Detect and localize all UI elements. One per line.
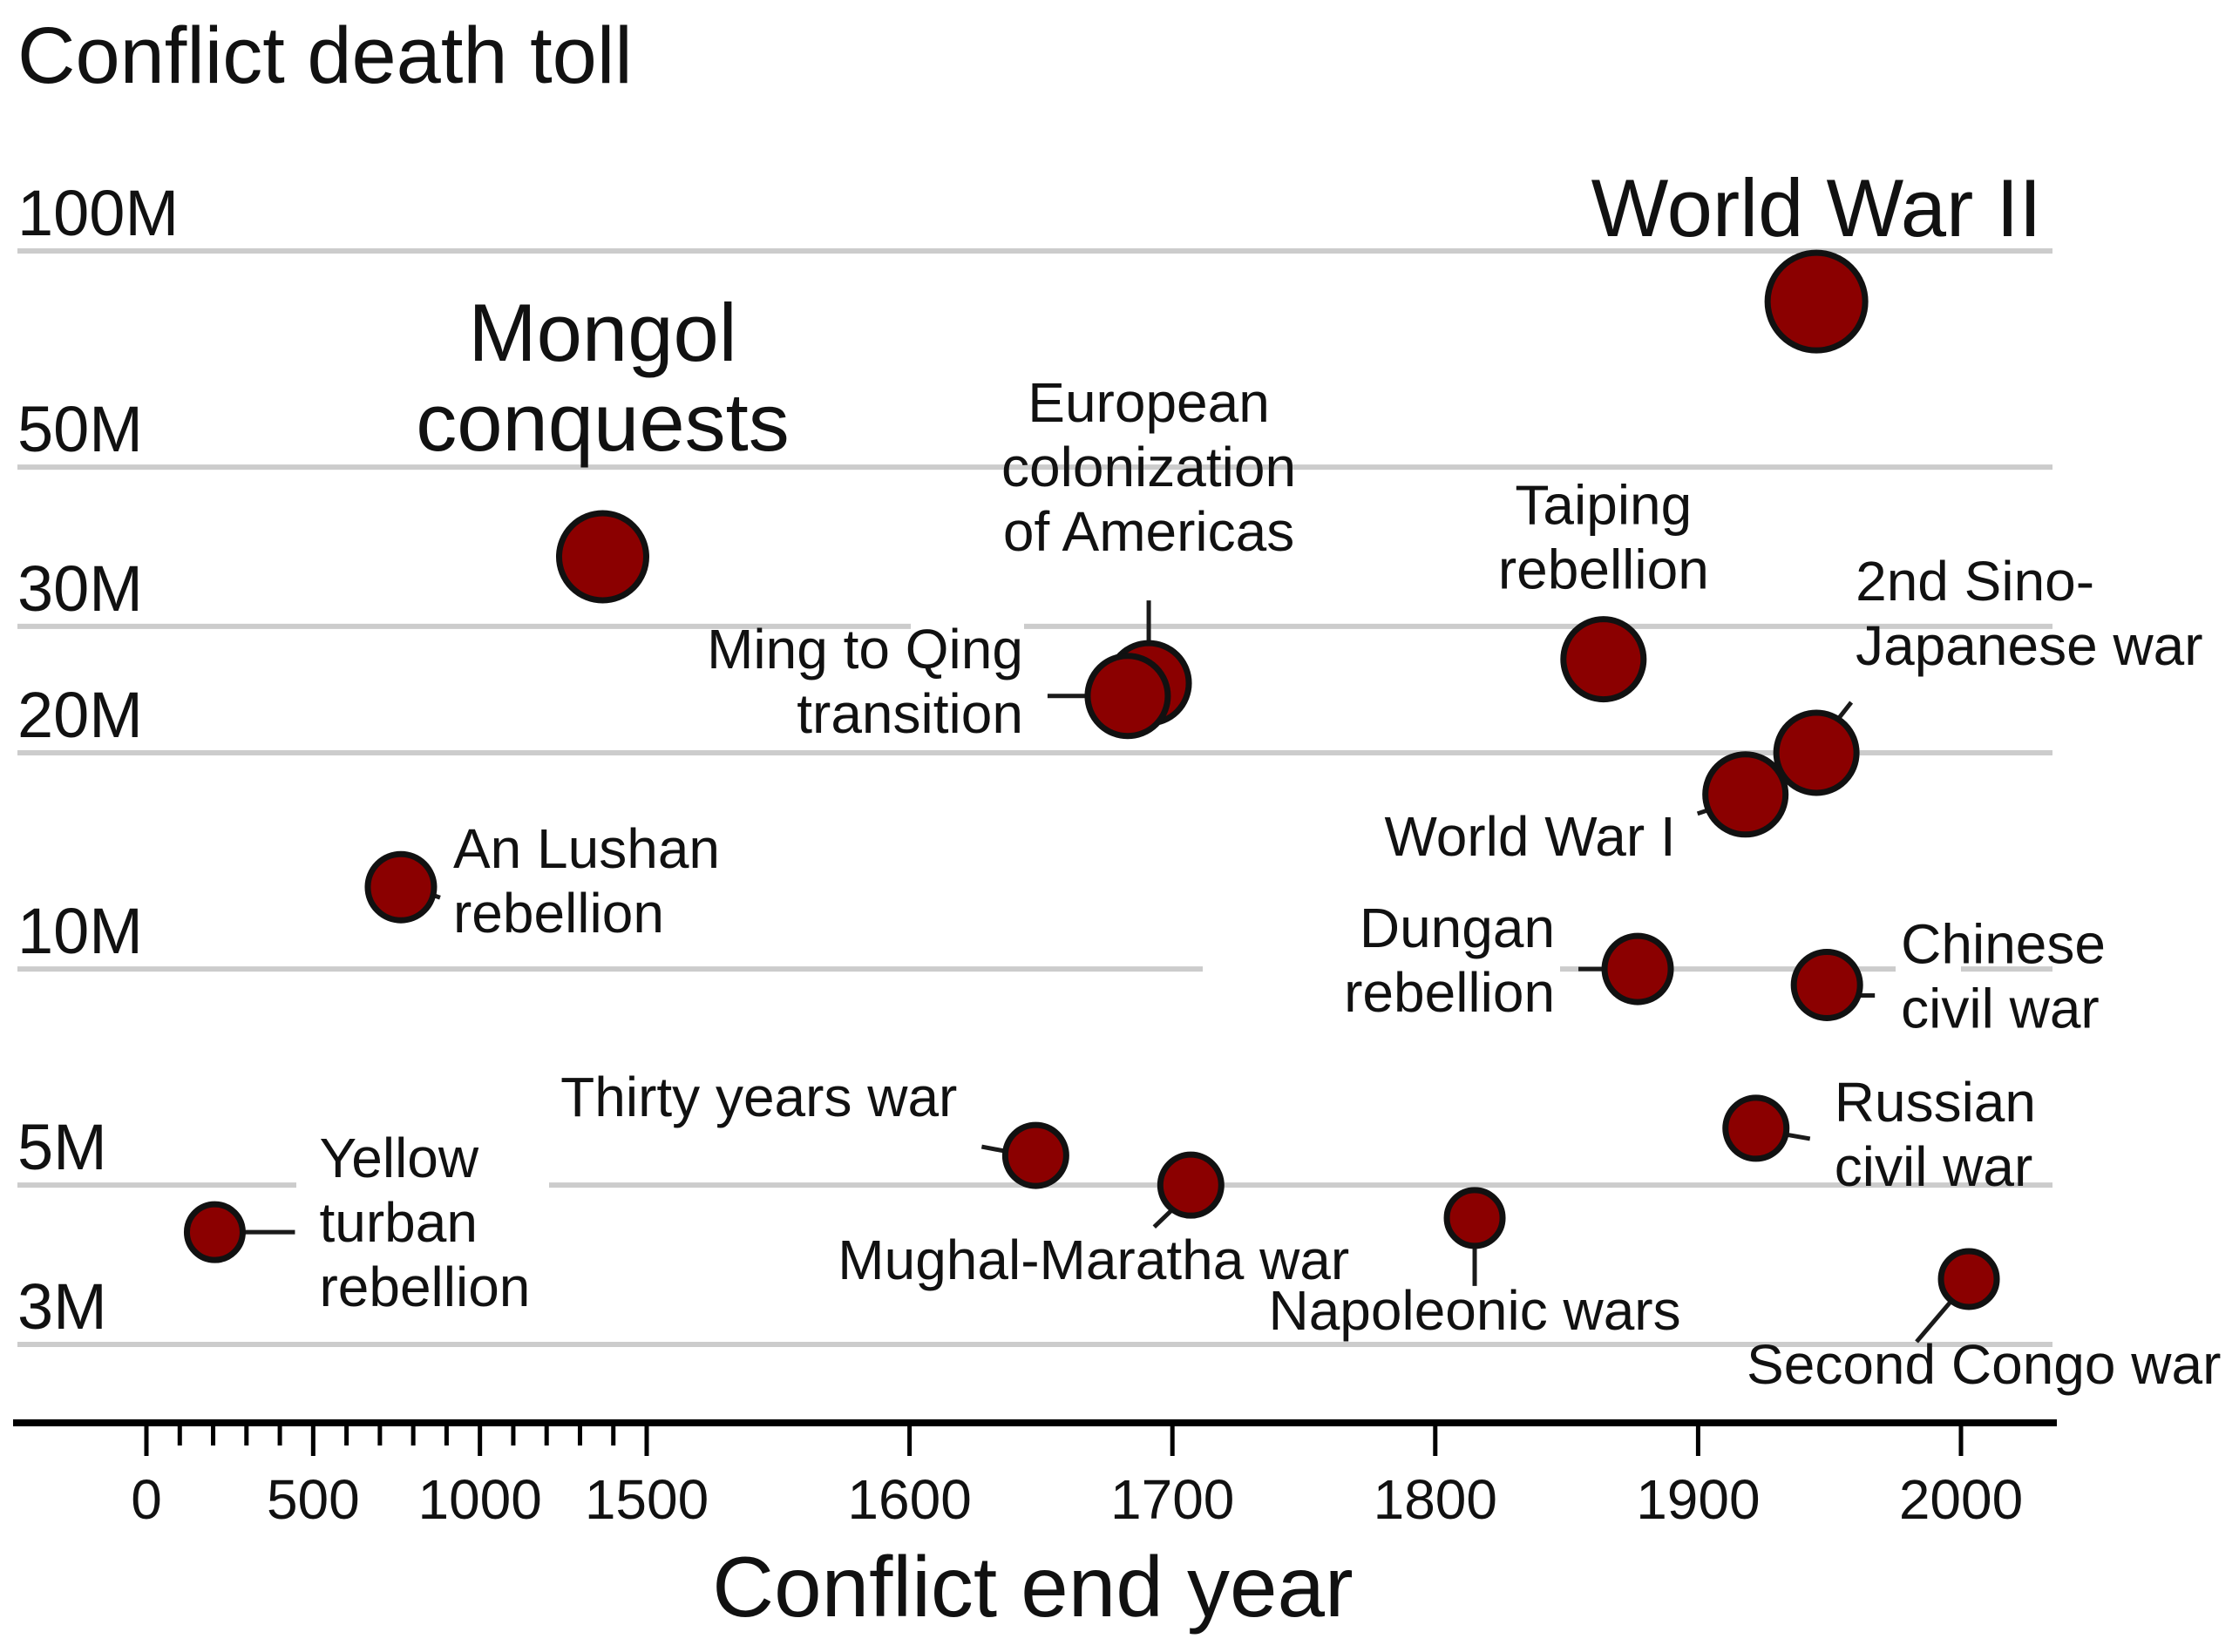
point-second-congo-war	[1937, 1248, 2000, 1310]
label-2nd-sino-japanese-war: 2nd Sino-Japanese war	[1856, 550, 2202, 677]
x-axis: 0 500 1000 1500 1600 1700 1800 1900 2000	[13, 1419, 2057, 1531]
label-world-war-i: World War I	[1384, 805, 1675, 868]
point-labels: Yellow turban rebellion An Lushan rebellion M…	[319, 162, 2221, 1396]
label-chinese-civil-war: Chinese civil war	[1901, 912, 2106, 1039]
x-tick-label: 2000	[1899, 1468, 2023, 1531]
point-ming-to-qing-transition	[1084, 653, 1171, 740]
label-mughal-maratha-war: Mughal-Maratha war	[838, 1229, 1349, 1291]
label-yellow-turban-rebellion: Yellow turban rebellion	[319, 1127, 530, 1318]
data-points	[183, 249, 2000, 1310]
point-an-lushan-rebellion	[364, 850, 438, 924]
point-taiping-rebellion	[1560, 616, 1647, 703]
point-napoleonic-wars	[1443, 1187, 1506, 1249]
point-mongol-conquests	[555, 510, 649, 604]
label-napoleonic-wars: Napoleonic wars	[1268, 1279, 1680, 1342]
point-chinese-civil-war	[1790, 948, 1863, 1021]
chart-title: Conflict death toll	[17, 11, 633, 100]
point-mughal-maratha-war	[1157, 1151, 1225, 1219]
x-axis-title: Conflict end year	[712, 1539, 1353, 1635]
label-an-lushan-rebellion: An Lushan rebellion	[453, 817, 720, 944]
point-dungan-rebellion	[1601, 932, 1674, 1005]
point-world-war-ii	[1764, 249, 1869, 354]
x-tick-label: 0	[131, 1468, 162, 1531]
x-tick-label: 1800	[1374, 1468, 1497, 1531]
label-thirty-years-war: Thirty years war	[560, 1066, 957, 1128]
point-world-war-i	[1702, 751, 1789, 838]
point-thirty-years-war	[1001, 1121, 1069, 1189]
y-tick-label: 10M	[17, 895, 143, 967]
point-russian-civil-war	[1722, 1094, 1790, 1162]
y-tick-label: 5M	[17, 1111, 107, 1183]
x-tick-label: 1900	[1636, 1468, 1760, 1531]
label-mongol-conquests: Mongol conquests	[416, 287, 790, 468]
x-tick-label: 1600	[847, 1468, 971, 1531]
label-european-colonization-of-americas: European colonization of Americas	[1001, 371, 1296, 563]
label-dungan-rebellion: Dungan rebellion	[1344, 897, 1555, 1024]
y-axis-tick-labels: 3M 5M 10M 20M 30M 50M 100M	[17, 177, 179, 1343]
x-tick-label: 500	[267, 1468, 360, 1531]
y-tick-label: 30M	[17, 552, 143, 625]
x-tick-label: 1500	[585, 1468, 709, 1531]
y-tick-label: 20M	[17, 679, 143, 751]
label-world-war-ii: World War II	[1591, 162, 2042, 254]
y-tick-label: 100M	[17, 177, 179, 249]
x-tick-label: 1000	[417, 1468, 541, 1531]
y-tick-label: 50M	[17, 393, 143, 465]
label-second-congo-war: Second Congo war	[1747, 1333, 2221, 1396]
point-yellow-turban-rebellion	[183, 1201, 246, 1263]
label-taiping-rebellion: Taiping rebellion	[1498, 474, 1709, 601]
gridlines	[17, 248, 2052, 1347]
point-2nd-sino-japanese-war	[1773, 709, 1860, 796]
label-ming-to-qing-transition: Ming to Qing transition	[707, 618, 1023, 745]
x-tick-label: 1700	[1110, 1468, 1234, 1531]
leader-second-congo-war	[1915, 1299, 1953, 1344]
y-tick-label: 3M	[17, 1270, 107, 1343]
label-russian-civil-war: Russian civil war	[1835, 1071, 2036, 1198]
